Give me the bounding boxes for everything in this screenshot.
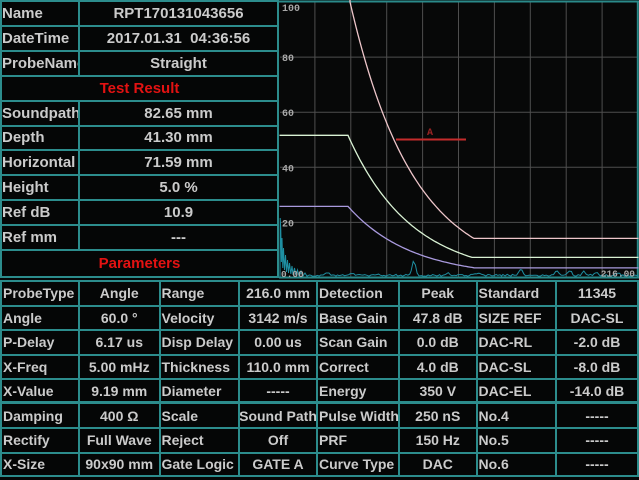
svg-text:20: 20: [282, 219, 294, 230]
svg-text:0.00: 0.00: [281, 269, 304, 280]
svg-text:80: 80: [282, 54, 294, 65]
svg-text:40: 40: [282, 164, 294, 175]
svg-text:A: A: [427, 128, 433, 139]
svg-text:100: 100: [282, 4, 300, 15]
svg-text:60: 60: [282, 109, 294, 120]
svg-text:216.00: 216.00: [601, 269, 636, 280]
